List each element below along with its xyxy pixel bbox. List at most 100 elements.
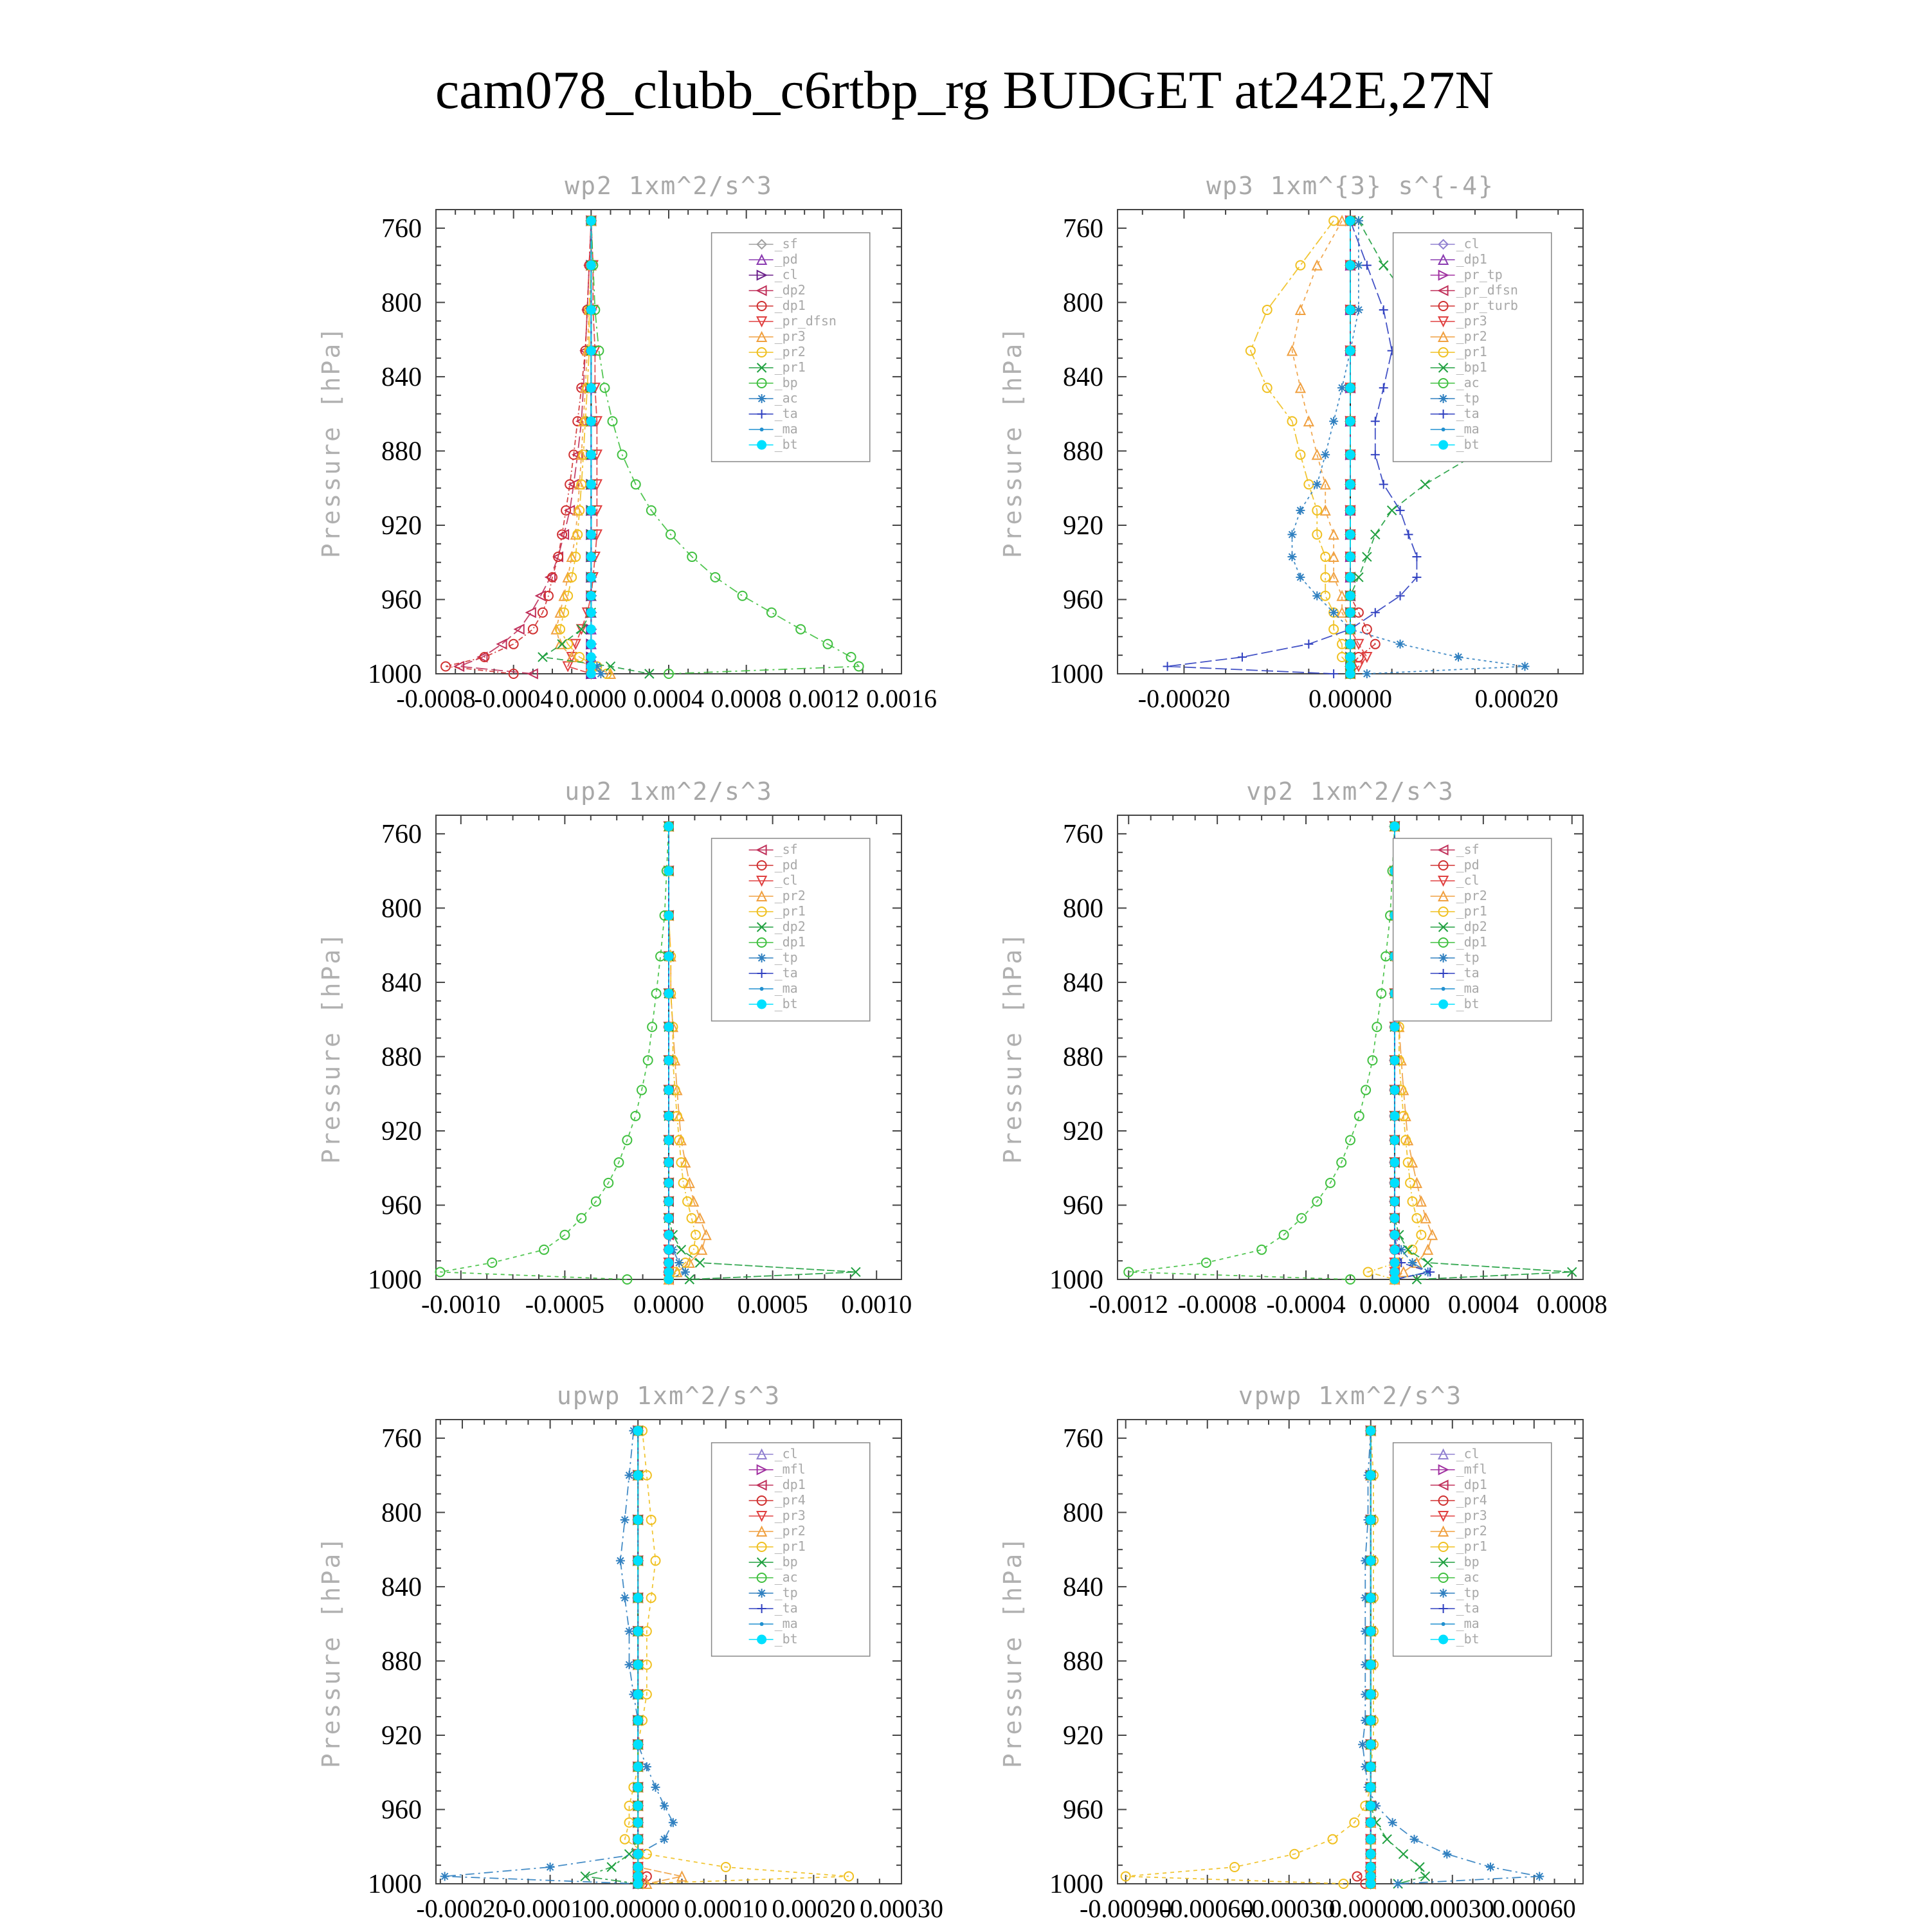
y-tick-label: 880 — [1063, 437, 1103, 466]
y-tick-label: 840 — [381, 363, 422, 392]
data-point — [604, 667, 617, 679]
data-point — [580, 1871, 590, 1882]
x-tick-label: -0.0010 — [421, 1290, 500, 1319]
legend-marker — [757, 394, 766, 403]
data-point — [1442, 1849, 1452, 1859]
x-tick-label: -0.00020 — [416, 1894, 508, 1923]
x-tick-label: 0.00000 — [596, 1894, 680, 1923]
data-point — [1295, 449, 1306, 460]
y-tick-label: 1000 — [368, 660, 422, 689]
series-line — [1249, 220, 1351, 674]
legend-marker — [756, 330, 768, 342]
data-point — [1296, 1213, 1307, 1223]
data-point — [1366, 1593, 1376, 1603]
data-point — [1408, 1258, 1417, 1268]
y-tick-label: 840 — [1063, 968, 1103, 998]
data-point — [553, 552, 564, 563]
data-point — [1366, 1862, 1376, 1872]
x-tick-label: -0.00020 — [1138, 684, 1230, 713]
legend-marker — [1438, 410, 1448, 419]
y-tick-label: 960 — [1063, 1795, 1103, 1825]
data-point — [1370, 608, 1380, 617]
y-tick-label: 880 — [381, 1042, 422, 1072]
legend-marker — [756, 1511, 768, 1522]
data-point — [620, 1593, 629, 1603]
legend-marker — [756, 844, 767, 856]
data-point — [1287, 530, 1297, 539]
data-point — [664, 1111, 674, 1121]
data-point — [1354, 572, 1364, 582]
legend-label: _bp1 — [1456, 359, 1487, 375]
legend-marker — [756, 1448, 768, 1459]
legend-label: _ma — [775, 1616, 798, 1631]
legend-marker — [756, 1557, 767, 1567]
legend-label: _pr2 — [1456, 888, 1487, 903]
data-point — [1312, 480, 1322, 489]
data-point — [592, 662, 602, 671]
data-point — [534, 590, 546, 602]
legend-label: _cl — [1456, 872, 1480, 888]
data-point — [853, 661, 864, 672]
data-point — [1567, 1267, 1577, 1277]
legend-label: _tp — [775, 950, 798, 965]
legend-label: _pr2 — [1456, 1523, 1487, 1539]
data-point — [1345, 479, 1355, 489]
legend-label: _tp — [1456, 390, 1480, 406]
series-line — [559, 221, 608, 674]
series-line — [444, 1431, 674, 1884]
legend-label: _ta — [1456, 965, 1480, 980]
data-point — [1321, 450, 1330, 460]
y-tick-label: 760 — [381, 820, 422, 849]
series-bt — [586, 215, 596, 679]
data-point — [575, 624, 587, 635]
data-point — [1420, 479, 1431, 490]
data-point — [1320, 552, 1331, 563]
y-axis-label: Pressure [hPa] — [317, 325, 345, 558]
data-point — [1361, 1556, 1370, 1566]
data-point — [1345, 449, 1355, 460]
data-point — [479, 652, 490, 663]
data-point — [550, 623, 562, 635]
x-tick-label: 0.0008 — [711, 684, 782, 713]
legend-marker — [756, 937, 767, 948]
data-point — [1407, 1196, 1418, 1207]
legend-label: _dp2 — [775, 919, 806, 934]
data-point — [586, 305, 596, 315]
data-point — [1163, 662, 1172, 671]
legend-marker — [756, 860, 767, 871]
data-point — [1237, 653, 1247, 662]
legend-marker — [1438, 1495, 1449, 1506]
data-point — [686, 1213, 697, 1223]
data-point — [1361, 1715, 1370, 1725]
legend-label: _bp — [775, 375, 798, 390]
data-point — [1390, 1178, 1400, 1188]
data-point — [624, 1627, 634, 1636]
data-point — [545, 1863, 555, 1872]
data-point — [1366, 1515, 1376, 1525]
series-line — [458, 221, 592, 674]
data-point — [1390, 1135, 1400, 1145]
data-point — [1354, 216, 1363, 226]
data-point — [1366, 1762, 1376, 1772]
legend-box — [1392, 838, 1552, 1022]
series-pr1 — [1245, 215, 1355, 679]
legend-label: _pr2 — [1456, 329, 1487, 344]
series-bt — [1345, 215, 1355, 679]
legend-marker — [759, 1622, 764, 1626]
legend-label: _dp1 — [1456, 1477, 1487, 1492]
data-point — [566, 550, 577, 563]
legend-marker — [1438, 347, 1449, 357]
series-ta — [1163, 216, 1422, 678]
legend-label: _pr3 — [1456, 1508, 1487, 1523]
y-tick-label: 800 — [1063, 288, 1103, 318]
chart-panel-4: vp2 1xm^2/s^3 Pressure [hPa] 760 800 840 880 9… — [999, 777, 1608, 1319]
data-point — [678, 1177, 689, 1188]
legend-label: _ma — [1456, 980, 1480, 996]
chart-title: wp3 1xm^{3} s^{-4} — [1206, 172, 1494, 200]
y-tick-label: 1000 — [1049, 1265, 1103, 1295]
data-point — [1366, 1689, 1376, 1699]
data-point — [1426, 1229, 1438, 1240]
data-point — [1370, 638, 1381, 649]
legend-label: _bp — [775, 1554, 798, 1569]
